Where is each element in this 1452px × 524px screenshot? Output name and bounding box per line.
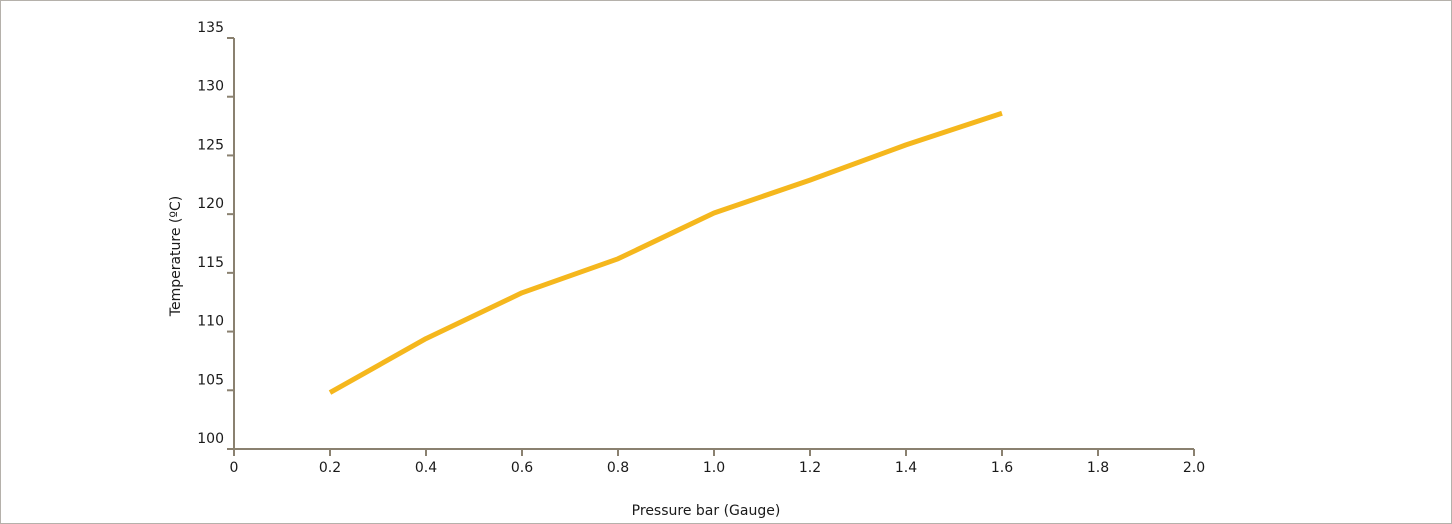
x-tick-label: 1.2	[799, 460, 821, 476]
x-axis-title: Pressure bar (Gauge)	[632, 503, 781, 519]
y-tick-label: 115	[197, 255, 224, 271]
series-line	[328, 110, 1003, 395]
y-tick-label: 120	[197, 196, 224, 212]
y-tick-label: 105	[197, 372, 224, 388]
x-tick-label: 1.0	[703, 460, 725, 476]
y-tick-group: 100 105 110 115 120 125 130 135	[197, 20, 234, 450]
x-tick-label: 1.4	[895, 460, 917, 476]
x-tick-label: 0.4	[415, 460, 437, 476]
y-tick-label: 130	[197, 79, 224, 95]
y-tick-label: 100	[197, 431, 224, 447]
y-tick-label: 125	[197, 137, 224, 153]
x-tick-label: 1.8	[1087, 460, 1109, 476]
x-tick-label: 0.8	[607, 460, 629, 476]
y-tick-label: 135	[197, 20, 224, 36]
y-tick-label: 110	[197, 314, 224, 330]
x-tick-label: 1.6	[991, 460, 1013, 476]
x-tick-label: 0	[230, 460, 239, 476]
x-tick-label: 0.2	[319, 460, 341, 476]
y-axis-title: Temperature (ºC)	[168, 196, 184, 317]
x-tick-label: 0.6	[511, 460, 533, 476]
x-tick-label: 2.0	[1183, 460, 1205, 476]
x-tick-group: 0 0.2 0.4 0.6 0.8 1.0 1.2 1.4 1.6 1.8 2.0	[230, 449, 1205, 476]
